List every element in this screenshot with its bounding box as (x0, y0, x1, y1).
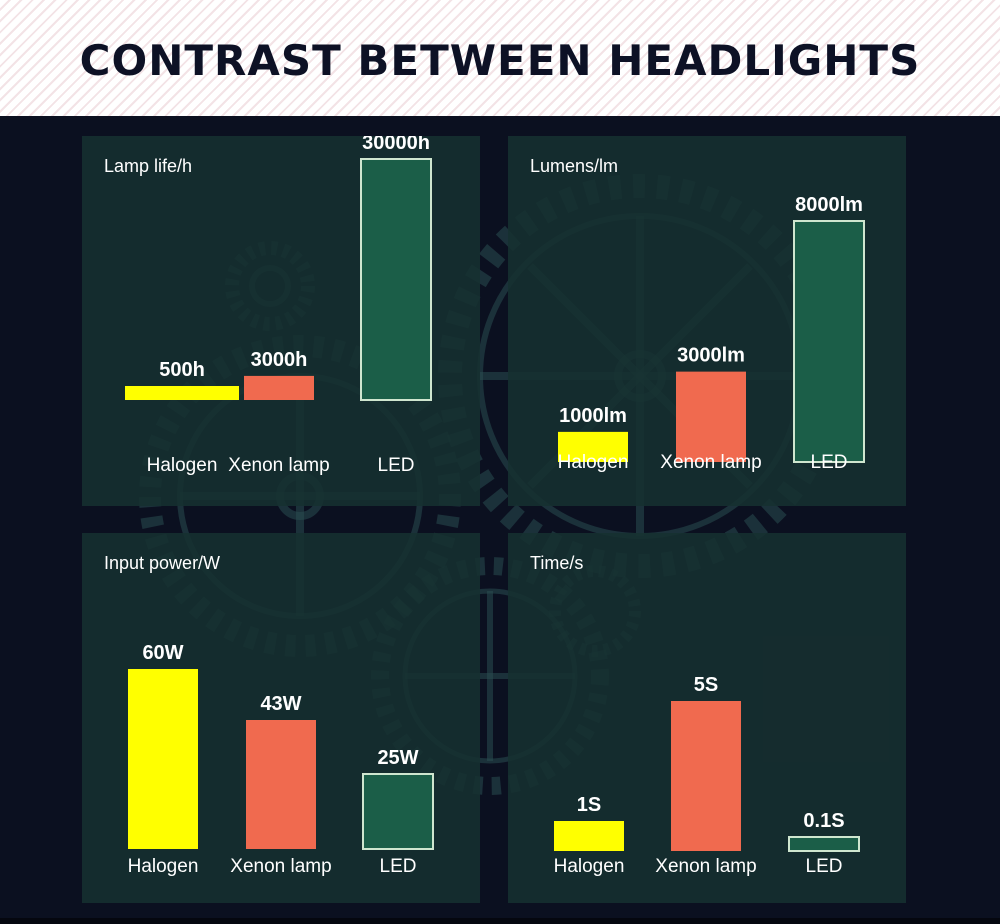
chart-panel-time: Time/s 1S Halogen 5S Xenon lamp 0.1S LED (508, 533, 906, 903)
header-banner: CONTRAST BETWEEN HEADLIGHTS (0, 0, 1000, 116)
bar-halogen (128, 669, 198, 849)
chart-panel-lamp-life: Lamp life/h 500h Halogen 3000h Xenon lamp 30… (82, 136, 480, 506)
category-label: LED (806, 856, 843, 877)
bar-halogen (125, 386, 239, 400)
bar-value-label: 1S (577, 794, 601, 816)
chart-panel-lumens: Lumens/lm 1000lm Halogen 3000lm Xenon lamp 8… (508, 136, 906, 506)
chart-title: Lamp life/h (104, 156, 193, 176)
bar-led (788, 836, 860, 852)
category-label: LED (811, 452, 848, 473)
bar-xenon-lamp (671, 701, 741, 851)
category-label: LED (378, 455, 415, 476)
category-label: LED (380, 856, 417, 877)
bar-halogen (558, 431, 628, 462)
bar-xenon-lamp (676, 371, 746, 462)
bar-led (362, 773, 434, 850)
chart-title: Input power/W (104, 553, 221, 573)
category-label: Halogen (147, 455, 218, 476)
bar-value-label: 500h (159, 359, 205, 381)
bar-value-label: 25W (377, 747, 418, 769)
bar-led (360, 158, 432, 401)
category-label: Xenon lamp (655, 856, 756, 877)
category-label: Halogen (128, 856, 199, 877)
category-label: Xenon lamp (660, 452, 761, 473)
bar-value-label: 30000h (362, 136, 430, 154)
bar-led (793, 220, 865, 463)
bar-value-label: 1000lm (559, 405, 627, 427)
bar-halogen (554, 821, 624, 851)
bar-value-label: 8000lm (795, 194, 863, 216)
bar-value-label: 43W (260, 693, 301, 715)
bar-value-label: 3000h (251, 349, 308, 371)
chart-stage: Lamp life/h 500h Halogen 3000h Xenon lamp 30… (0, 116, 1000, 924)
bar-value-label: 5S (694, 674, 718, 696)
bar-value-label: 0.1S (803, 810, 844, 832)
bottom-strip (0, 918, 1000, 924)
category-label: Halogen (554, 856, 625, 877)
bar-chart-svg: 1000lm Halogen 3000lm Xenon lamp 8000lm LED (558, 194, 865, 473)
bar-chart-svg: 1S Halogen 5S Xenon lamp 0.1S LED (554, 674, 860, 877)
bar-xenon-lamp (246, 720, 316, 849)
bar-value-label: 3000lm (677, 345, 745, 367)
bar-chart-svg: 60W Halogen 43W Xenon lamp 25W LED (128, 642, 434, 877)
page-title: CONTRAST BETWEEN HEADLIGHTS (79, 36, 921, 85)
category-label: Halogen (558, 452, 629, 473)
bar-xenon-lamp (244, 375, 314, 400)
bar-chart-svg: 500h Halogen 3000h Xenon lamp 30000h LED (125, 136, 432, 476)
chart-title: Time/s (530, 553, 584, 573)
chart-title: Lumens/lm (530, 156, 619, 176)
bar-value-label: 60W (142, 642, 183, 664)
category-label: Xenon lamp (230, 856, 331, 877)
category-label: Xenon lamp (228, 455, 329, 476)
chart-panel-input-power: Input power/W 60W Halogen 43W Xenon lamp 25W… (82, 533, 480, 903)
